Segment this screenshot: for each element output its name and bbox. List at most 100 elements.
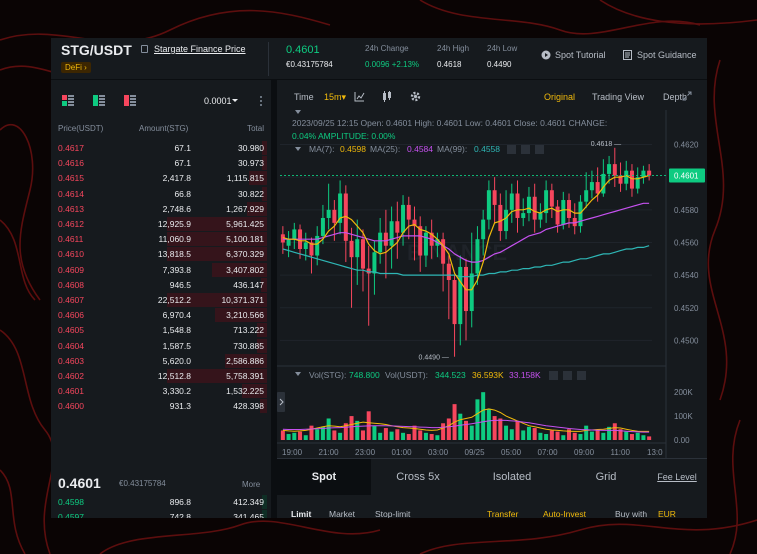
fee-level-link[interactable]: Fee Level [657,472,697,482]
vol-stg-value: 748.800 [349,370,380,380]
ask-row[interactable]: 0.4616 67.1 30.973 [51,155,271,171]
candle-body [612,164,617,176]
legend-toggle-icon [563,371,572,380]
spot-guidance-link[interactable]: Spot Guidance [637,50,697,60]
tab-cross[interactable]: Cross 5x [396,471,440,483]
currency-select[interactable]: EUR [658,509,676,518]
ask-row[interactable]: 0.4615 2,417.8 1,115.815 [51,170,271,186]
ask-amount: 13,818.5 [157,249,191,260]
category-tag[interactable]: DeFi › [61,62,91,73]
candle-body [509,193,514,210]
spot-tutorial-link[interactable]: Spot Tutorial [555,50,606,60]
indicator-icon[interactable] [354,91,365,102]
ask-row[interactable]: 0.4606 6,970.4 3,210.566 [51,307,271,323]
time-label[interactable]: Time [294,92,314,102]
ask-price: 0.4604 [58,340,84,351]
ask-amount: 5,620.0 [162,355,191,366]
volume-bar [298,431,303,440]
ask-price: 0.4610 [58,249,84,260]
vol-stg-label: Vol(STG): [309,370,346,380]
ask-total: 30.973 [238,158,264,169]
bid-row[interactable]: 0.4598 896.8 412.349 [51,494,271,509]
orderbook-toolbar: 0.0001 [51,80,271,108]
limit-tab[interactable]: Limit [291,509,312,518]
tab-isolated[interactable]: Isolated [492,471,532,483]
ask-total: 428.398 [233,401,264,412]
candle-body [383,232,388,246]
book-bids-icon[interactable] [93,95,105,106]
book-both-icon[interactable] [62,95,74,106]
more-options-icon[interactable] [260,96,262,106]
volume-bar [423,432,428,440]
book-asks-icon[interactable] [124,95,136,106]
ask-row[interactable]: 0.4613 2,748.6 1,267.929 [51,201,271,216]
info-icon[interactable] [141,45,148,53]
ask-row[interactable]: 0.4603 5,620.0 2,586.886 [51,353,271,368]
ask-row[interactable]: 0.4614 66.8 30.822 [51,186,271,201]
price-link[interactable]: Stargate Finance Price [154,44,246,54]
ask-row[interactable]: 0.4604 1,587.5 730.885 [51,338,271,353]
depth-tab[interactable]: Depth [663,92,688,102]
change-value: 0.0096 +2.13% [365,60,420,69]
ask-total: 3,210.566 [226,310,264,321]
tab-grid[interactable]: Grid [595,471,617,483]
ask-row[interactable]: 0.4607 22,512.2 10,371.371 [51,292,271,307]
ask-row[interactable]: 0.4610 13,818.5 6,370.329 [51,246,271,262]
candle-body [526,196,531,214]
volume-bar [635,432,640,440]
volume-bar [458,413,463,440]
market-tab[interactable]: Market [329,509,355,518]
volume-bar [372,425,377,440]
candle-body [401,204,406,233]
ask-row[interactable]: 0.4602 12,512.8 5,758.391 [51,368,271,383]
volume-bar [418,430,423,440]
chart-panel: Time 15m▾ Original Trading View Depth 0.… [277,80,707,462]
trading-view-tab[interactable]: Trading View [592,92,645,102]
ask-row[interactable]: 0.4617 67.1 30.980 [51,140,271,155]
ask-price: 0.4617 [58,143,84,153]
volume-bar [504,425,509,440]
precision-select[interactable]: 0.0001 [204,96,238,106]
ask-row[interactable]: 0.4609 7,393.8 3,407.802 [51,262,271,277]
tab-spot[interactable]: Spot [277,459,371,495]
candle-body [446,263,451,281]
volume-bar [498,418,503,440]
interval-select[interactable]: 15m▾ [324,92,347,102]
candles-icon[interactable] [382,91,392,102]
volume-bar [486,408,491,440]
volume-bar [481,392,486,440]
ask-total: 5,961.425 [226,219,264,229]
expand-icon[interactable] [682,91,692,101]
volume-bar [521,430,526,440]
ask-row[interactable]: 0.4605 1,548.8 713.222 [51,322,271,338]
ask-row[interactable]: 0.4611 11,060.9 5,100.181 [51,231,271,247]
ask-amount: 12,512.8 [157,371,191,381]
ask-row[interactable]: 0.4608 946.5 436.147 [51,277,271,292]
ask-price: 0.4613 [58,203,84,214]
settings-icon[interactable] [410,91,421,102]
candle-body [544,190,549,214]
ask-price: 0.4602 [58,371,84,381]
depth-bar [262,186,267,201]
ask-amount: 2,748.6 [162,203,191,214]
ask-row[interactable]: 0.4601 3,330.2 1,532.225 [51,383,271,399]
transfer-link[interactable]: Transfer [487,509,519,518]
vol-usdt-value: 344.523 [435,370,466,380]
stop-limit-tab[interactable]: Stop-limit [375,509,411,518]
candle-body [561,200,566,225]
candle-body [303,242,308,249]
auto-invest-link[interactable]: Auto-Invest [543,509,586,518]
bid-row[interactable]: 0.4597 742.8 341.465 [51,509,271,518]
more-link[interactable]: More [242,480,261,489]
ask-row[interactable]: 0.4600 931.3 428.398 [51,398,271,414]
candlestick-chart[interactable]: 0.46200.46000.45800.45600.45400.45200.45… [277,110,707,462]
ask-price: 0.4606 [58,310,84,321]
pair-title[interactable]: STG/USDT [61,42,132,58]
depth-bar [262,495,267,509]
original-tab[interactable]: Original [544,92,576,102]
candle-body [595,182,600,194]
candle-body [349,240,354,258]
depth-bar [167,232,267,247]
ask-row[interactable]: 0.4612 12,925.9 5,961.425 [51,216,271,231]
candle-body [320,217,325,236]
